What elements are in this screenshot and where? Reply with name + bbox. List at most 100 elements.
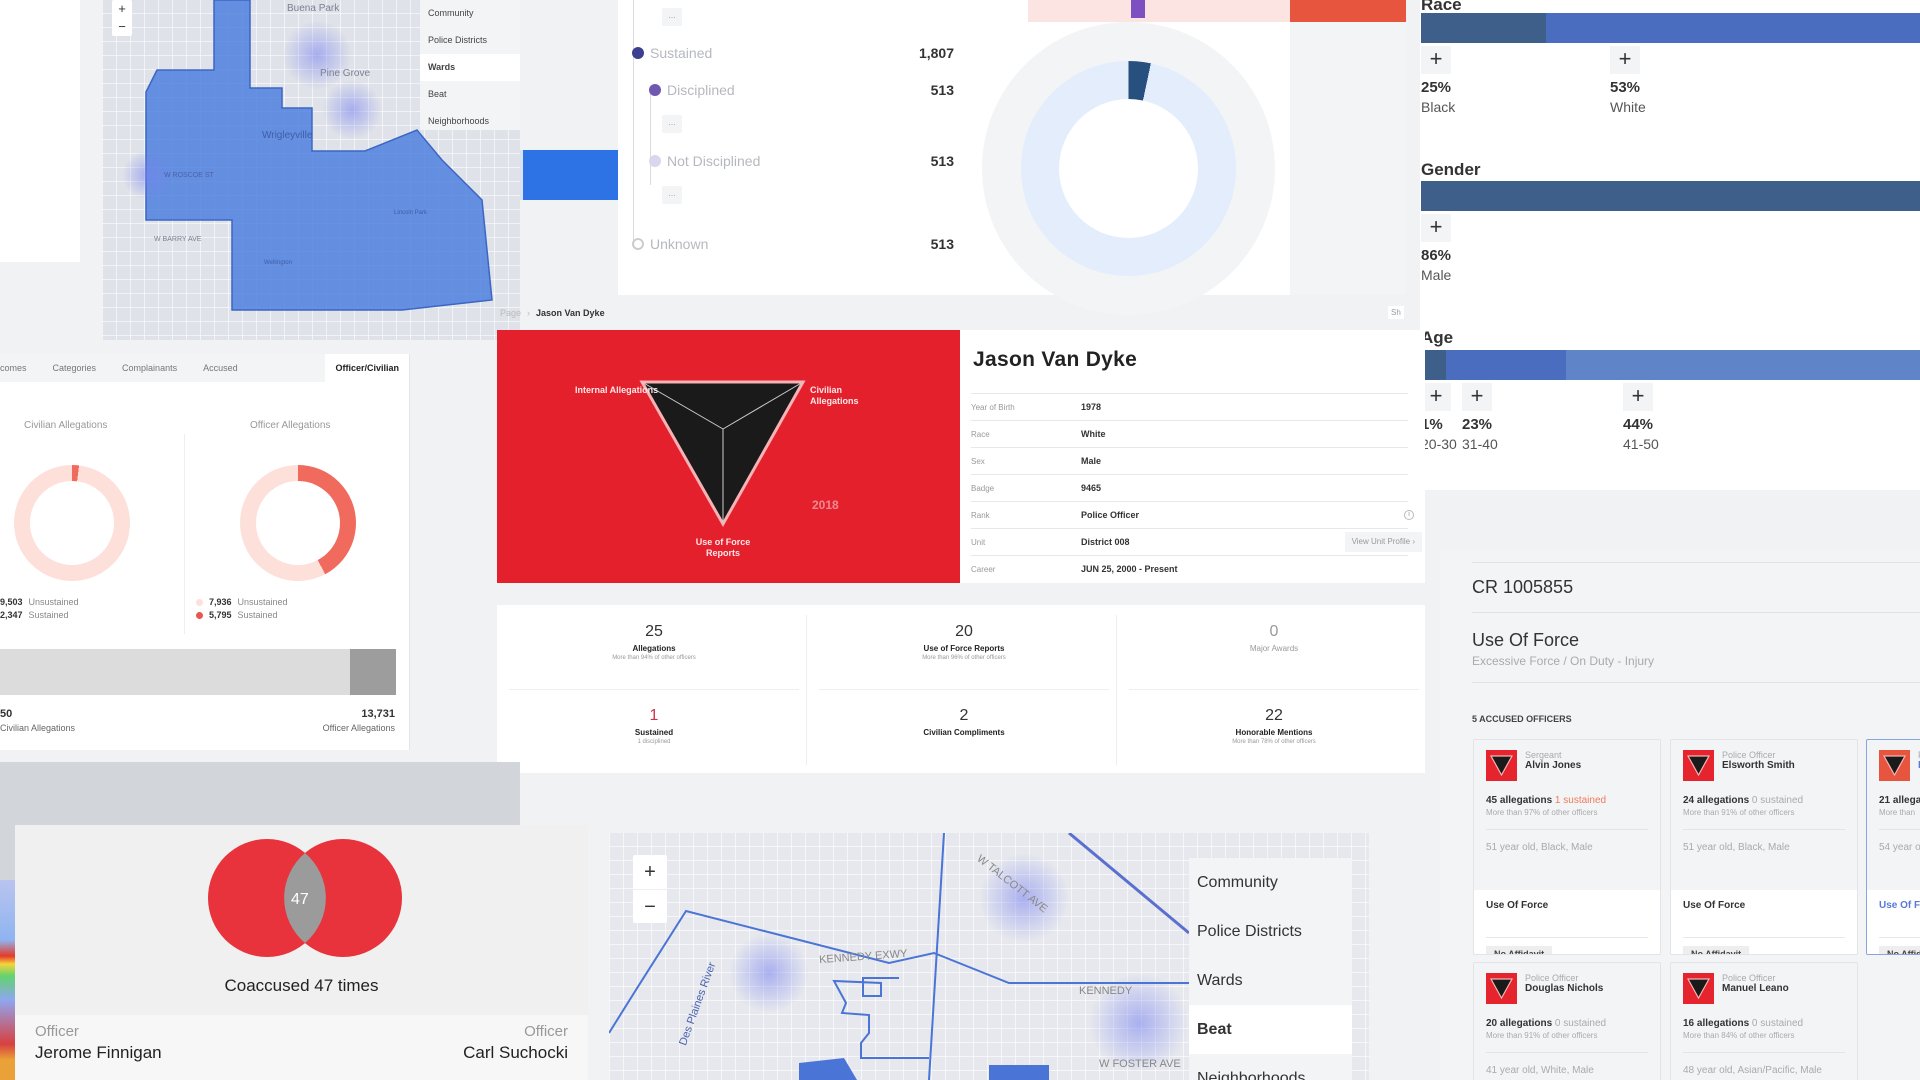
add-filter-button[interactable]: + [1462, 383, 1492, 411]
breadcrumb-parent[interactable]: Page [500, 308, 522, 318]
view-unit-profile-button[interactable]: View Unit Profile › [1344, 532, 1422, 552]
officer-name-left[interactable]: Jerome Finnigan [35, 1043, 162, 1062]
age-segment-20-30[interactable] [1421, 350, 1446, 380]
officer-demographics: 51 year old, Black, Male [1683, 842, 1790, 853]
status-dot-icon [649, 155, 661, 167]
legend-value: 2,347 [0, 610, 23, 620]
age-segment-31-40[interactable] [1445, 350, 1566, 380]
outcome-label: Disciplined [667, 82, 735, 98]
add-filter-button[interactable]: + [1421, 46, 1451, 74]
field-key: Career [971, 564, 996, 574]
officer-card[interactable]: Police Officer Elsworth Smith 24 allegat… [1670, 739, 1858, 955]
race-heading: Race [1421, 0, 1462, 14]
field-value: Police Officer [1081, 510, 1140, 520]
officer-card[interactable]: Police Officer Manuel Leano 16 allegatio… [1670, 962, 1858, 1080]
age-label: 41-50 [1623, 436, 1659, 452]
layer-community[interactable]: Community [428, 8, 474, 18]
metric-honorable-mentions[interactable]: 22 Honorable Mentions More than 78% of o… [1129, 689, 1419, 771]
field-key: Badge [971, 483, 995, 493]
share-button[interactable]: Sh [1388, 306, 1404, 319]
layer-neighborhoods[interactable]: Neighborhoods [1197, 1070, 1306, 1080]
tab-outcomes[interactable]: comes [0, 363, 27, 373]
info-icon[interactable]: i [1404, 510, 1414, 520]
beat-map[interactable]: W TALCOTT AVE KENNEDY EXWY Des Plaines R… [609, 833, 1369, 1080]
tab-categories[interactable]: Categories [52, 363, 97, 373]
map-label: W ROSCOE ST [164, 172, 214, 179]
metric-use-of-force[interactable]: 20 Use of Force Reports More than 96% of… [819, 605, 1109, 687]
layer-wards[interactable]: Wards [1197, 972, 1243, 989]
race-segment-black[interactable] [1421, 13, 1546, 43]
expand-button[interactable]: ... [662, 115, 682, 133]
legend-value: 5,795 [209, 610, 232, 620]
expand-button[interactable]: ... [662, 8, 682, 26]
tab-accused[interactable]: Accused [203, 363, 238, 373]
field-key: Race [971, 429, 990, 439]
tree-connector [633, 0, 634, 242]
layer-police-districts[interactable]: Police Districts [1197, 923, 1302, 940]
timeline-bar [1290, 0, 1406, 22]
officer-card-selected[interactable]: Police Officer K 21 allegations More tha… [1866, 739, 1920, 955]
layer-community[interactable]: Community [1197, 874, 1278, 891]
layer-beat[interactable]: Beat [428, 89, 447, 99]
outcome-row-disciplined[interactable]: Disciplined 513 [649, 82, 954, 98]
expand-button[interactable]: ... [662, 186, 682, 204]
gender-segment-male[interactable] [1421, 181, 1920, 211]
map-zoom-control: + − [112, 0, 132, 36]
officer-category: Use Of Force [1879, 900, 1920, 938]
officer-stats: 20 allegations 0 sustained [1486, 1004, 1648, 1029]
add-filter-button[interactable]: + [1610, 46, 1640, 74]
zoom-out-button[interactable]: − [118, 19, 126, 34]
donut-hole [1059, 99, 1198, 238]
layer-neighborhoods[interactable]: Neighborhoods [428, 116, 490, 126]
add-filter-button[interactable]: + [1421, 383, 1451, 411]
officer-card[interactable]: Sergeant Alvin Jones 45 allegations 1 su… [1473, 739, 1661, 955]
allegation-count: 45 allegations [1486, 795, 1553, 806]
officer-name: Douglas Nichols [1525, 983, 1604, 994]
race-segment-white[interactable] [1545, 13, 1920, 43]
layer-beat[interactable]: Beat [1189, 1005, 1352, 1054]
map-layer-menu: Community Police Districts Wards Beat Ne… [1189, 858, 1352, 1080]
coaccusal-card[interactable]: 47 Coaccused 47 times Officer Jerome Fin… [15, 825, 588, 1080]
civilian-allegations-title: Civilian Allegations [24, 420, 108, 431]
metric-sustained[interactable]: 1 Sustained 1 disciplined [509, 689, 799, 771]
zoom-out-button[interactable]: − [633, 889, 667, 923]
metric-civilian-compliments[interactable]: 2 Civilian Compliments [819, 689, 1109, 771]
metric-sub: More than 78% of other officers [1232, 739, 1316, 745]
sustained-count: 0 sustained [1554, 1018, 1607, 1029]
gender-bar [1421, 181, 1920, 211]
age-segment-41-50[interactable] [1565, 350, 1920, 380]
legend-unsustained: 7,936 Unsustained [196, 597, 288, 607]
zoom-in-button[interactable]: + [118, 1, 126, 16]
zoom-in-button[interactable]: + [644, 861, 656, 883]
officer-demographics: 41 year old, White, Male [1486, 1065, 1594, 1076]
officer-rank: Police Officer [1722, 750, 1776, 760]
metric-major-awards[interactable]: 0 Major Awards [1129, 605, 1419, 687]
legend-dot-icon [196, 598, 203, 606]
outcome-row-sustained[interactable]: Sustained 1,807 [632, 45, 954, 61]
timeline-band [1028, 0, 1290, 22]
outcome-row-not-disciplined[interactable]: Not Disciplined 513 [649, 153, 954, 169]
map-label: Wrigleyville [262, 130, 313, 141]
layer-wards[interactable]: Wards [420, 54, 520, 81]
officer-avatar [1683, 973, 1714, 1004]
add-filter-button[interactable]: + [1623, 383, 1653, 411]
add-filter-button[interactable]: + [1421, 214, 1451, 242]
officer-card[interactable]: Police Officer Douglas Nichols 20 allega… [1473, 962, 1661, 1080]
outcome-label: Sustained [650, 45, 713, 61]
officer-avatar [1486, 750, 1517, 781]
divider [1472, 562, 1920, 563]
layer-police-districts[interactable]: Police Districts [428, 35, 488, 45]
map-layer-menu: Community Police Districts Wards Beat Ne… [420, 0, 520, 130]
outcome-value: 1,807 [918, 45, 954, 61]
officer-name-right[interactable]: Carl Suchocki [463, 1043, 568, 1062]
summary-row: Sex Male [971, 447, 1408, 474]
heatmap-strip [0, 880, 16, 1080]
sustained-count: 0 sustained [1751, 795, 1804, 806]
tab-officer-civilian[interactable]: Officer/Civilian [325, 354, 409, 382]
allegation-breakdown-panel: comes Categories Complainants Accused Of… [0, 354, 410, 750]
officer-name: Elsworth Smith [1722, 760, 1795, 771]
tab-complainants[interactable]: Complainants [122, 363, 178, 373]
outcome-row-unknown[interactable]: Unknown 513 [632, 236, 954, 252]
radar-label-force: Use of Force Reports [695, 537, 751, 558]
metric-allegations[interactable]: 25 Allegations More than 94% of other of… [509, 605, 799, 687]
